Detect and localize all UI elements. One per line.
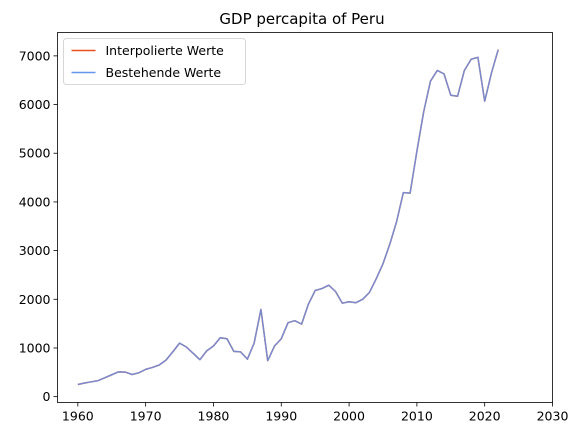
- y-tick-label: 6000: [19, 97, 51, 112]
- x-tick-label: 2010: [401, 409, 433, 424]
- x-tick-label: 1990: [265, 409, 297, 424]
- y-tick-label: 1000: [19, 340, 51, 355]
- x-tick-label: 1970: [130, 409, 162, 424]
- y-tick-label: 7000: [19, 48, 51, 63]
- x-tick-label: 1960: [62, 409, 94, 424]
- series-line-1: [77, 49, 499, 386]
- plot-frame: [57, 32, 553, 403]
- legend-box: [63, 38, 246, 85]
- x-tick-label: 2020: [469, 409, 501, 424]
- y-tick-label: 5000: [19, 146, 51, 161]
- x-tick-label: 2030: [537, 409, 569, 424]
- chart-title: GDP percapita of Peru: [219, 10, 384, 28]
- y-tick-label: 3000: [19, 243, 51, 258]
- y-tick-label: 0: [43, 389, 51, 404]
- legend: Interpolierte Werte Bestehende Werte: [63, 38, 246, 85]
- x-tick-label: 1980: [198, 409, 230, 424]
- series-line-2: [77, 49, 499, 386]
- y-tick-label: 2000: [19, 292, 51, 307]
- legend-label-2: Bestehende Werte: [106, 65, 222, 80]
- legend-label-1: Interpolierte Werte: [106, 43, 225, 58]
- plot-area: [77, 49, 499, 386]
- y-tick-label: 4000: [19, 194, 51, 209]
- x-tick-label: 2000: [333, 409, 365, 424]
